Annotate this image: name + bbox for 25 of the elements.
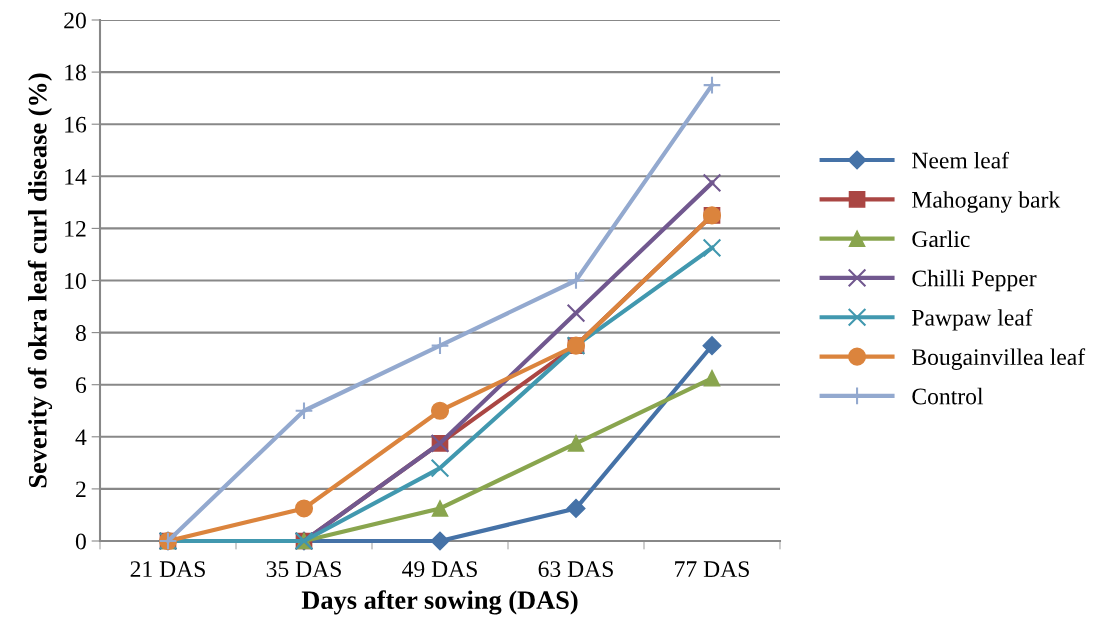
y-tick-label: 14 [65,168,87,185]
x-tick-label: 77 DAS [675,561,749,578]
legend-label: Garlic [912,230,970,248]
y-tick-label: 0 [75,533,86,550]
x-tick-label: 49 DAS [402,561,477,578]
y-axis-title: Severity of okra leaf curl disease (%) [27,73,53,488]
legend-label: Control [912,387,984,405]
legend-label: Pawpaw leaf [912,308,1033,331]
legend-label: Bougainvillea leaf [912,348,1086,370]
x-axis-title: Days after sowing (DAS) [301,590,578,615]
y-tick-label: 8 [75,325,86,342]
y-tick-label: 12 [65,220,86,237]
legend-label: Mahogany bark [912,191,1061,213]
y-tick-label: 4 [75,429,87,445]
legend-label: Chilli Pepper [912,269,1037,292]
x-tick-label: 63 DAS [538,561,613,578]
legend-label: Neem leaf [912,151,1010,169]
x-tick-label: 35 DAS [266,561,341,578]
y-tick-label: 18 [65,64,86,81]
y-tick-label: 20 [64,12,86,29]
y-tick-label: 16 [65,116,87,133]
x-tick-label: 21 DAS [130,561,205,578]
y-tick-label: 2 [76,481,86,498]
y-tick-label: 10 [65,272,86,289]
y-tick-label: 6 [76,377,87,394]
